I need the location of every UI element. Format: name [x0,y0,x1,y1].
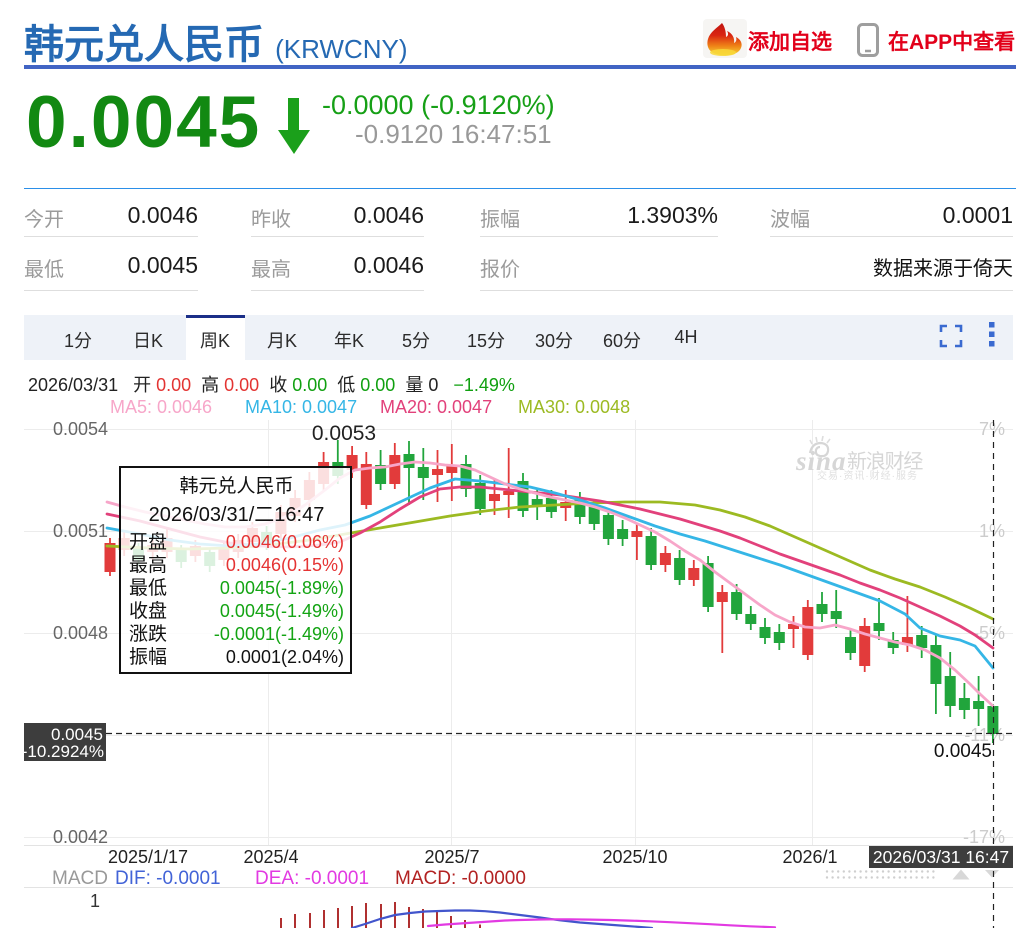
svg-text:2026/1: 2026/1 [782,847,837,867]
svg-text:2025/1/17: 2025/1/17 [108,847,188,867]
svg-text:7%: 7% [979,419,1005,439]
svg-text:0.0053: 0.0053 [312,422,376,445]
svg-text:0.0054: 0.0054 [53,419,108,439]
svg-text:0.0048: 0.0048 [53,623,108,643]
svg-text:0.0051: 0.0051 [53,521,108,541]
svg-text:1%: 1% [979,521,1005,541]
svg-text:2025/4: 2025/4 [243,847,298,867]
svg-text:2026/03/31 16:47: 2026/03/31 16:47 [873,847,1009,867]
svg-text:-10.2924%: -10.2924% [22,742,104,761]
svg-text:新浪财经: 新浪财经 [847,450,923,473]
svg-text:0.0045: 0.0045 [51,725,103,744]
svg-text:0.0042: 0.0042 [53,827,108,847]
svg-text:2025/10: 2025/10 [602,847,667,867]
svg-text:sina: sina [795,446,847,476]
svg-text:-17%: -17% [963,827,1005,847]
svg-text:0.0045: 0.0045 [934,741,992,762]
svg-text:-5%: -5% [973,623,1005,643]
svg-text:交易·资讯·财经·服务: 交易·资讯·财经·服务 [817,469,918,482]
svg-text:2025/7: 2025/7 [424,847,479,867]
